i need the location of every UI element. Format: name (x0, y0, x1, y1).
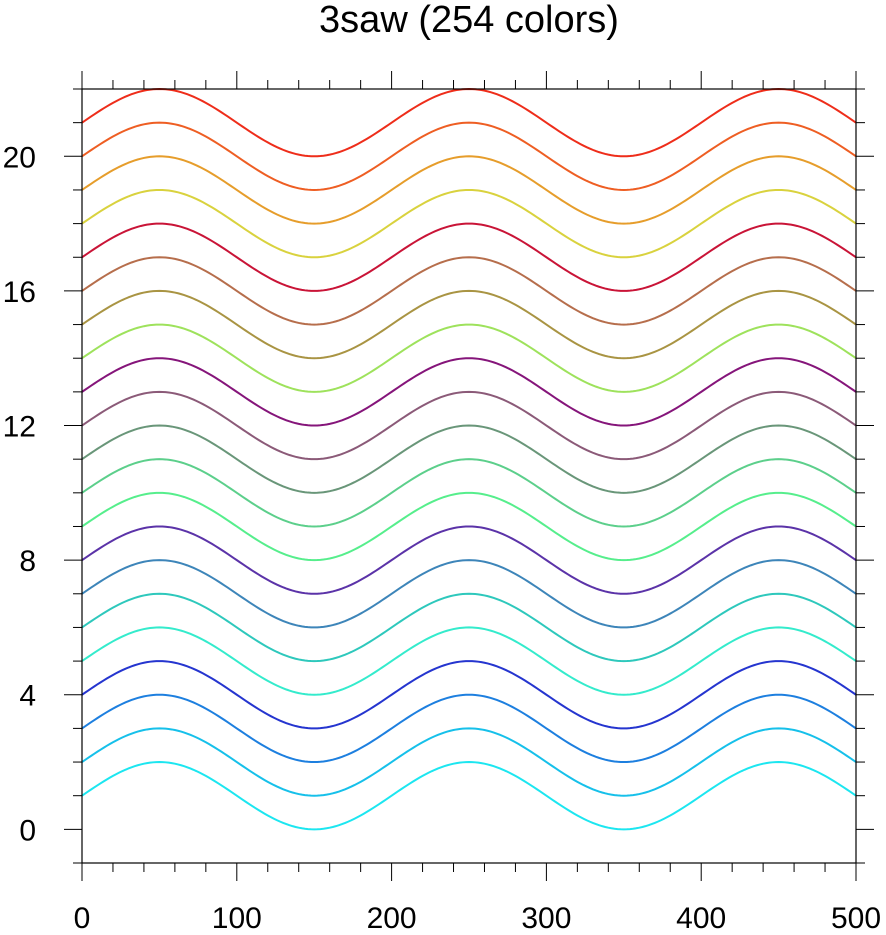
series-line-12 (81, 390, 857, 461)
series-line-11 (81, 424, 857, 494)
series-line-2 (81, 727, 857, 797)
series-line-14 (81, 323, 857, 393)
y-tick-label: 0 (19, 814, 36, 847)
series-line-15 (81, 289, 857, 360)
series-line-9 (81, 491, 857, 562)
y-tick-labels: 0 4 8 12 16 20 (3, 141, 36, 847)
series-line-7 (81, 559, 857, 629)
series-line-8 (81, 525, 857, 595)
x-tick-label: 400 (676, 902, 726, 935)
x-tick-label: 200 (367, 902, 417, 935)
series-line-19 (81, 155, 857, 225)
x-tick-label: 0 (74, 902, 91, 935)
series-line-6 (81, 592, 857, 663)
y-tick-label: 20 (3, 141, 36, 174)
x-tick-label: 100 (212, 902, 262, 935)
axis-ticks (64, 71, 874, 881)
y-tick-label: 4 (19, 680, 36, 713)
y-tick-label: 12 (3, 411, 36, 444)
x-tick-labels: 0 100 200 300 400 500 (74, 902, 881, 935)
series-line-20 (81, 121, 857, 191)
x-tick-label: 300 (521, 902, 571, 935)
series-line-13 (81, 357, 857, 427)
series-line-5 (81, 626, 857, 696)
series-line-16 (81, 256, 857, 326)
series-line-4 (81, 660, 857, 730)
series-line-17 (81, 222, 857, 292)
chart-title: 3saw (254 colors) (319, 0, 619, 41)
series-line-1 (81, 761, 857, 831)
x-tick-label: 500 (831, 902, 881, 935)
series-group (81, 87, 857, 831)
series-line-18 (81, 188, 857, 259)
plot-frame (81, 88, 857, 864)
series-line-3 (81, 693, 857, 764)
y-tick-label: 16 (3, 276, 36, 309)
series-line-10 (81, 458, 857, 528)
y-tick-label: 8 (19, 545, 36, 578)
